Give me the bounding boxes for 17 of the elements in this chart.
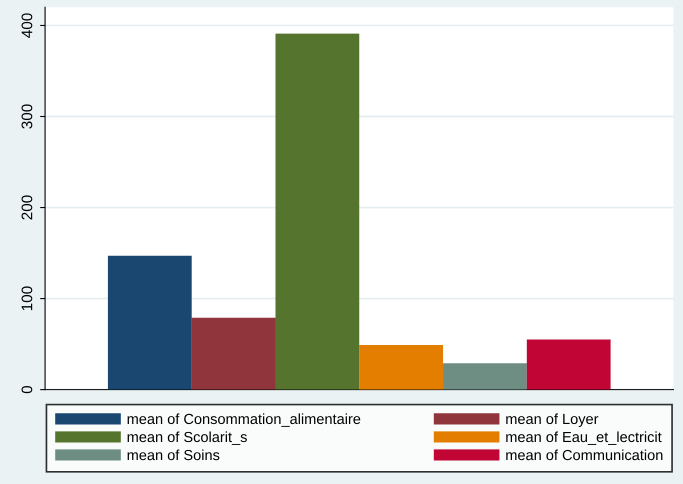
y-tick-label: 300 xyxy=(22,104,32,129)
bar xyxy=(192,318,276,390)
bar xyxy=(443,363,527,390)
legend-label: mean of Scolarit_s xyxy=(128,431,247,445)
bar xyxy=(359,345,444,390)
legend-label: mean of Communication xyxy=(506,449,662,460)
y-tick-label: 200 xyxy=(22,195,32,220)
y-tick-label: 100 xyxy=(22,286,32,310)
bar xyxy=(108,256,192,390)
legend-label: mean of Soins xyxy=(128,449,220,460)
y-tick-label: 0 xyxy=(22,386,32,394)
bar xyxy=(275,34,360,390)
y-tick-label: 400 xyxy=(22,13,32,38)
legend-label: mean of Consommation_alimentaire xyxy=(128,413,360,427)
legend-label: mean of Eau_et_lectricit xyxy=(506,431,662,445)
bar xyxy=(526,340,611,390)
legend-label: mean of Loyer xyxy=(506,413,598,427)
